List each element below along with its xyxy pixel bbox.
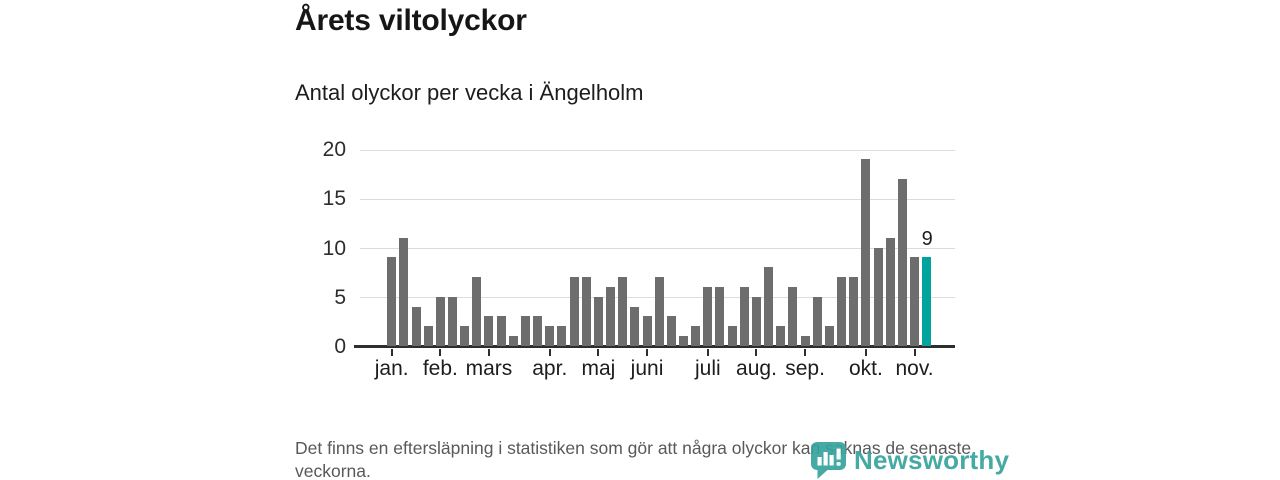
bar-week [642,316,652,346]
x-tick-feb [439,349,442,356]
bar-week [703,286,713,346]
x-tick-apr [548,349,551,356]
bar-week [387,257,397,346]
bar-week [520,316,530,346]
bar-week [837,277,847,346]
bar-week [764,267,774,346]
x-tick-aug [755,349,758,356]
bar-week [399,237,409,346]
bar-week [727,326,737,346]
bar-week [691,326,701,346]
bar-week [739,286,749,346]
bar-week [472,277,482,346]
bar-week [447,296,457,346]
y-axis-labels: 0 5 10 15 20 [288,139,346,358]
bar-week [654,277,664,346]
x-tick-label: juni [630,357,664,380]
bar-week [484,316,494,346]
bar-week [861,158,871,346]
bar-week [593,296,603,346]
highlight-value-label: 9 [921,228,933,251]
x-tick-nov [913,349,916,356]
x-tick-okt [864,349,867,356]
y-tick-label: 15 [322,187,346,211]
y-tick-label: 0 [334,335,346,358]
bar-week [885,237,895,346]
bar-week [435,296,445,346]
bar-week [411,306,421,346]
bar-week [545,326,555,346]
bar-week [533,316,543,346]
x-tick-label: okt. [848,357,883,380]
x-tick-maj [597,349,600,356]
bar-week [496,316,506,346]
x-tick-label: aug. [736,357,777,380]
bar-week [460,326,470,346]
x-tick-sep [804,349,807,356]
bar-week [776,326,786,346]
bar-week [630,306,640,346]
bar-week [751,296,761,346]
x-tick-juli [706,349,709,356]
y-tick-label: 20 [322,138,346,161]
x-axis-line [354,345,955,348]
bar-chart-plot: jan. feb. mars apr. maj juni juli aug. sep. okt. n… [354,149,955,380]
x-tick-label: sep. [785,357,825,380]
gridline-10 [360,248,955,249]
bar-week [569,277,579,346]
bar-week [873,247,883,346]
bar-week [508,336,518,346]
brand-logo: Newsworthy [810,441,1009,480]
footnote: Det finns en eftersläpning i statistiken… [295,438,972,480]
newsworthy-icon [811,442,846,479]
bar-week [606,286,616,346]
x-tick-label: feb. [422,357,458,380]
bar-week [812,296,822,346]
x-tick-label: mars [465,357,513,380]
bar-week [581,277,591,346]
bar-week [824,326,834,346]
gridline-15 [360,198,955,200]
x-tick-label: maj [581,357,616,380]
bar-week [800,336,810,346]
brand-name: Newsworthy [854,445,1010,475]
y-tick-label: 10 [322,236,346,260]
bar-week [618,277,628,346]
x-tick-jan [390,349,393,356]
gridline-20 [360,149,955,151]
bar-week [666,316,676,346]
chart-subtitle: Antal olyckor per vecka i Ängelholm [295,80,644,105]
bar-week [423,326,433,346]
bar-week [849,277,859,346]
bar-week [715,286,725,346]
bar-week [910,257,920,346]
bar-week [679,336,689,346]
page-title: Årets viltolyckor [295,4,527,37]
x-tick-mars [487,349,490,356]
x-tick-juni [646,349,649,356]
bar-week-highlight [922,257,932,346]
bar-week [897,178,907,346]
y-tick-label: 5 [334,285,346,309]
bar-week [557,326,567,346]
x-tick-label: juli [694,357,721,380]
x-tick-label: apr. [532,357,568,380]
bar-week [788,286,798,346]
x-tick-label: jan. [374,357,409,380]
x-tick-label: nov. [895,357,934,380]
